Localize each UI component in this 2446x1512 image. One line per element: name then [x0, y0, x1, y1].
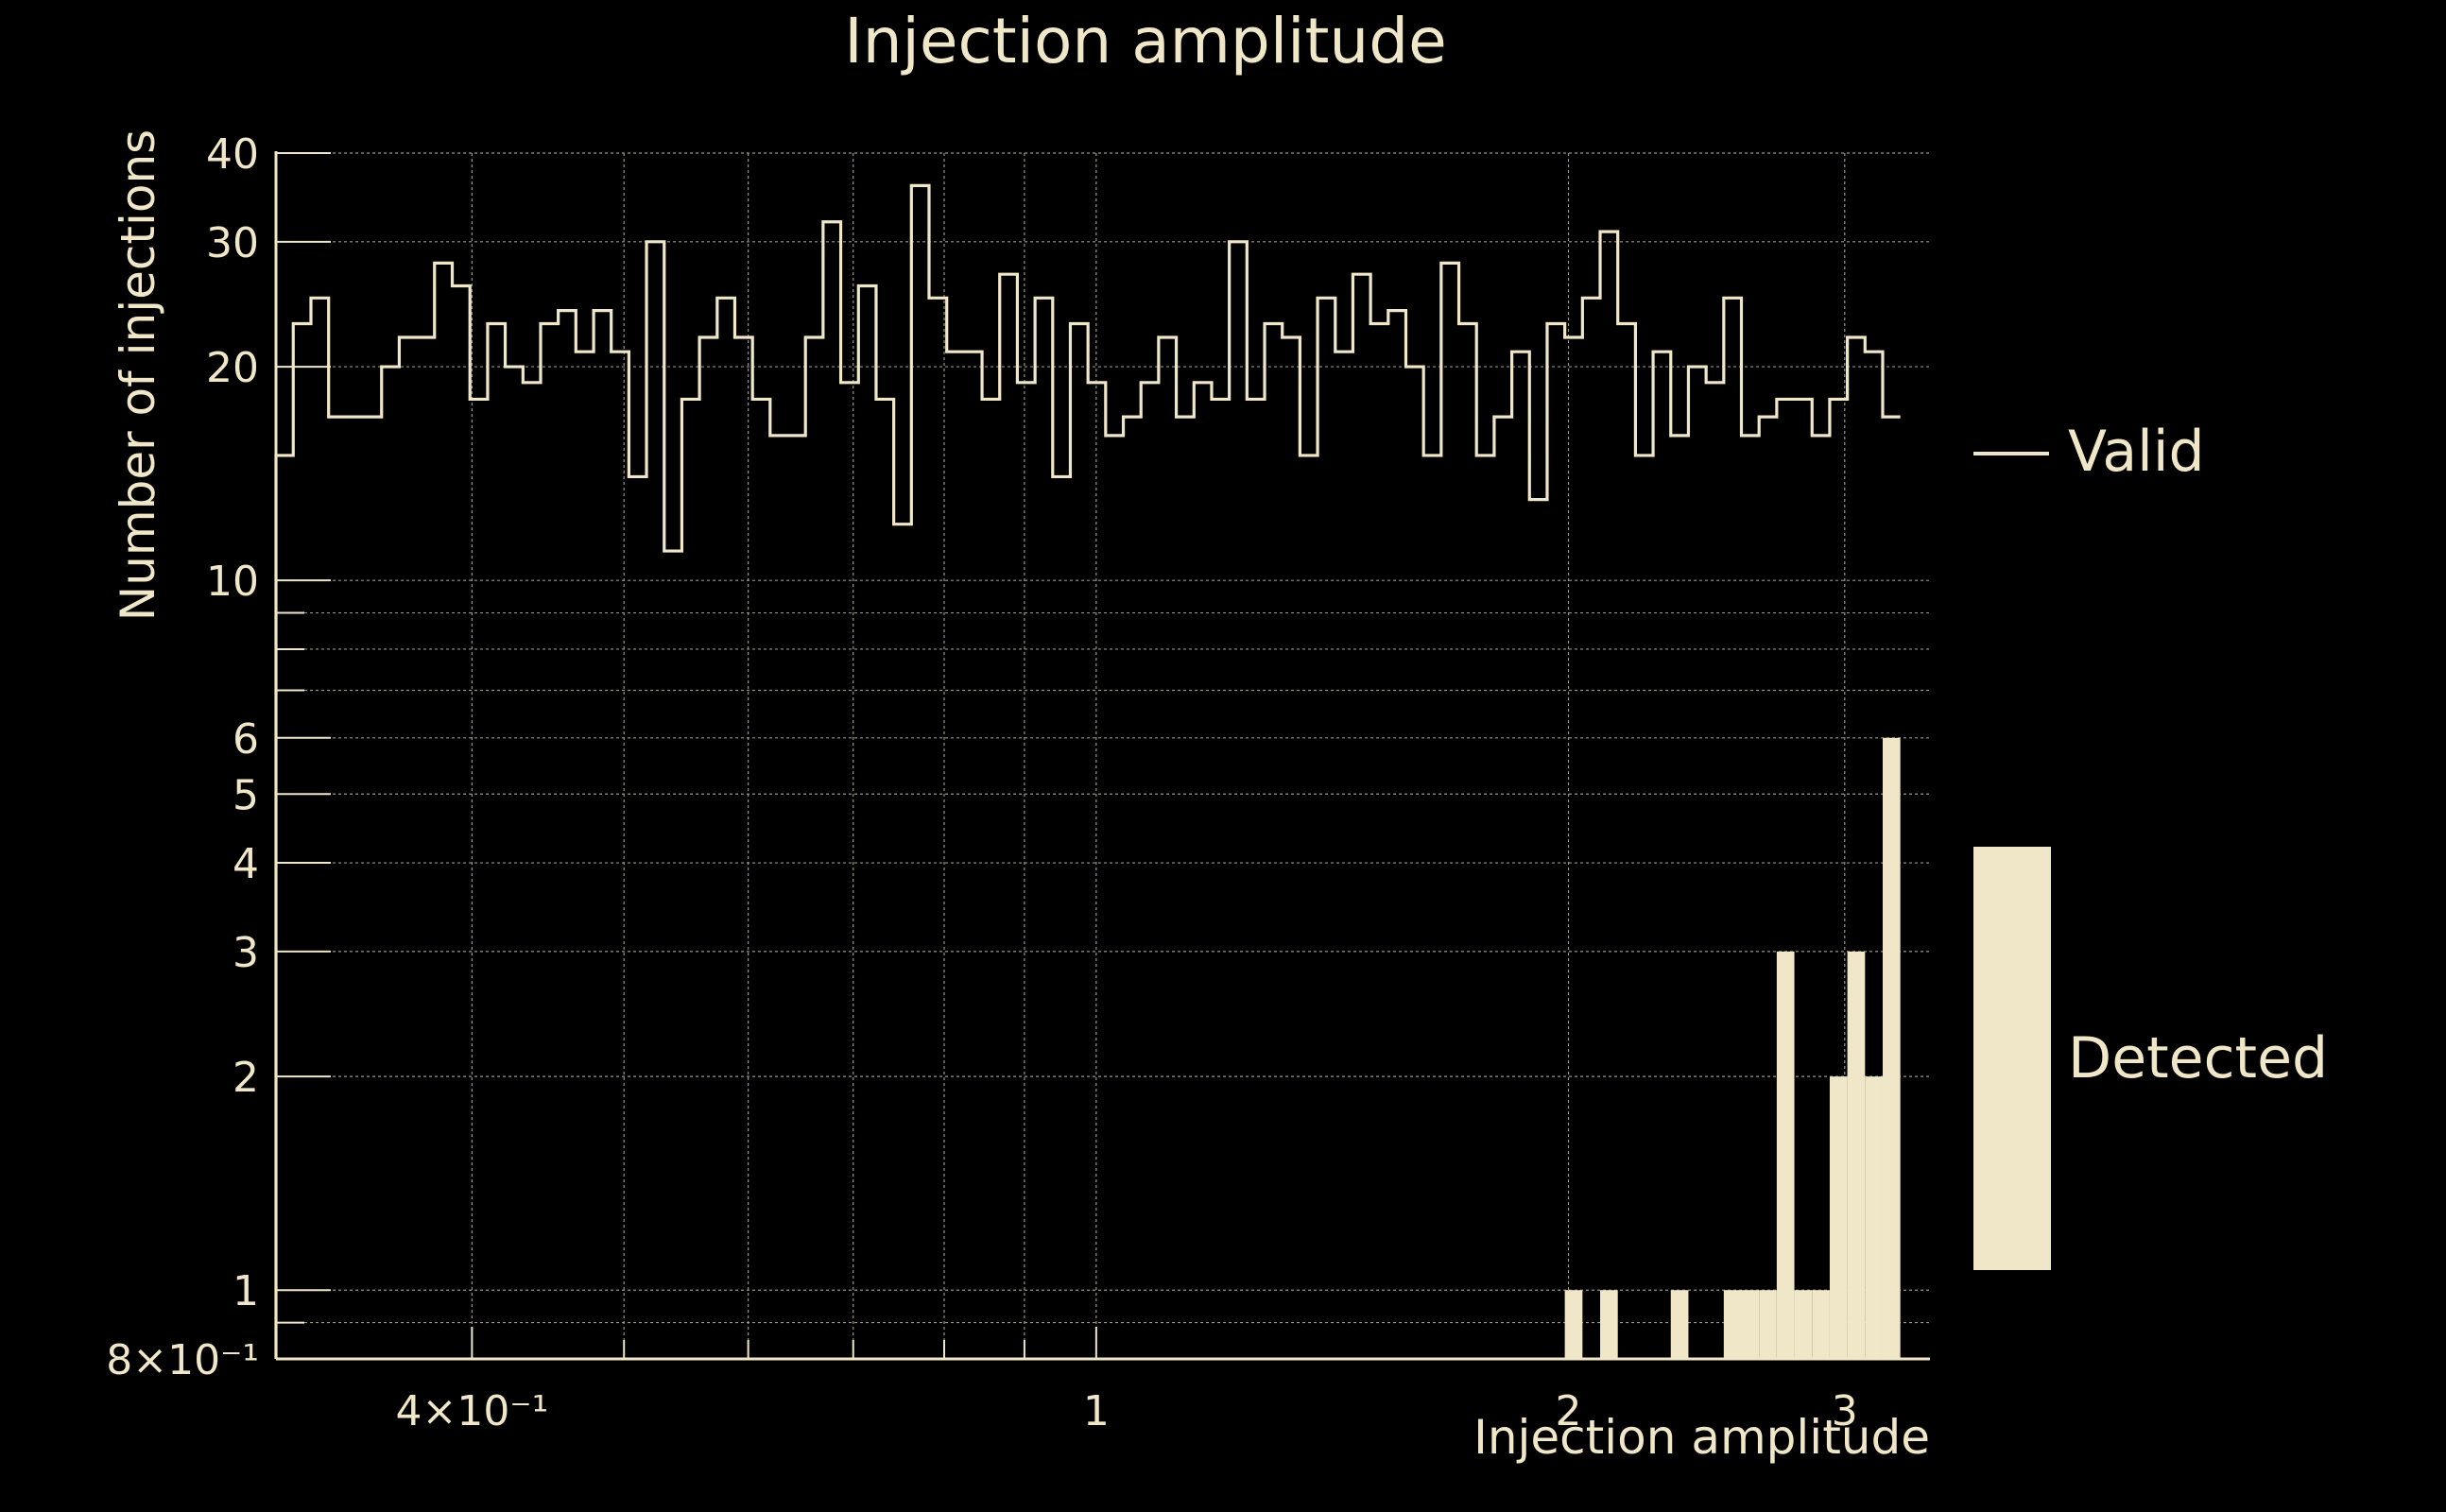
- detected-bar: [1670, 1290, 1689, 1359]
- detected-bar: [1564, 1290, 1583, 1359]
- detected-bar: [1865, 1076, 1883, 1359]
- legend-detected-label: Detected: [2068, 1025, 2328, 1091]
- y-tick-label: 8×10⁻¹: [106, 1336, 259, 1384]
- tick-labels: 8×10⁻¹ 1 2 3 4 5 6 10 20 30 40 4×10⁻¹ 1 2 3: [106, 130, 1857, 1435]
- y-tick-label: 10: [206, 558, 259, 606]
- detected-bar: [1812, 1290, 1830, 1359]
- grid-lines: [276, 152, 1930, 1360]
- detected-bar: [1847, 951, 1866, 1359]
- detected-bar: [1759, 1290, 1777, 1359]
- axes: [274, 151, 1930, 1361]
- detected-bar: [1741, 1290, 1760, 1359]
- y-tick-label: 2: [233, 1054, 259, 1102]
- x-tick-label: 3: [1832, 1387, 1858, 1435]
- x-tick-label: 1: [1083, 1387, 1110, 1435]
- detected-series: [1564, 737, 1901, 1359]
- detected-bar: [1794, 1290, 1813, 1359]
- y-tick-label: 40: [206, 130, 259, 179]
- y-tick-label: 4: [233, 840, 259, 888]
- y-tick-label: 20: [206, 344, 259, 392]
- legend: Valid Detected: [1973, 419, 2328, 1270]
- x-tick-label: 2: [1556, 1387, 1582, 1435]
- detected-bar: [1882, 737, 1901, 1359]
- y-tick-label: 30: [206, 219, 259, 267]
- valid-series: [274, 183, 1901, 1359]
- y-tick-label: 5: [233, 771, 259, 819]
- detected-bar: [1600, 1290, 1618, 1359]
- chart-title: Injection amplitude: [844, 5, 1446, 77]
- y-tick-label: 6: [233, 715, 259, 764]
- legend-detected-swatch: [1973, 847, 2051, 1270]
- detected-bar: [1829, 1076, 1848, 1359]
- x-tick-label: 4×10⁻¹: [396, 1387, 549, 1435]
- x-axis-label: Injection amplitude: [1473, 1410, 1930, 1465]
- detected-bar: [1776, 951, 1795, 1359]
- detected-bar: [1723, 1290, 1742, 1359]
- y-axis-label: Number of injections: [111, 129, 165, 621]
- y-tick-label: 1: [233, 1267, 259, 1315]
- y-tick-label: 3: [233, 929, 259, 977]
- valid-step-line: [274, 183, 1901, 1359]
- legend-valid-label: Valid: [2068, 419, 2205, 485]
